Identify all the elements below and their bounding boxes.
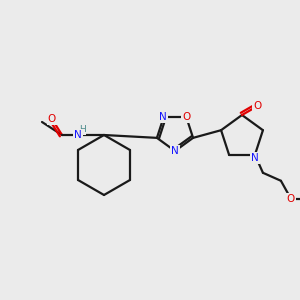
Text: H: H [79,125,86,134]
Text: O: O [254,101,262,111]
Text: O: O [48,114,56,124]
Text: N: N [159,112,167,122]
Text: N: N [74,130,82,140]
Text: N: N [251,153,259,163]
Text: O: O [182,112,190,122]
Text: N: N [171,146,179,156]
Text: O: O [287,194,295,204]
